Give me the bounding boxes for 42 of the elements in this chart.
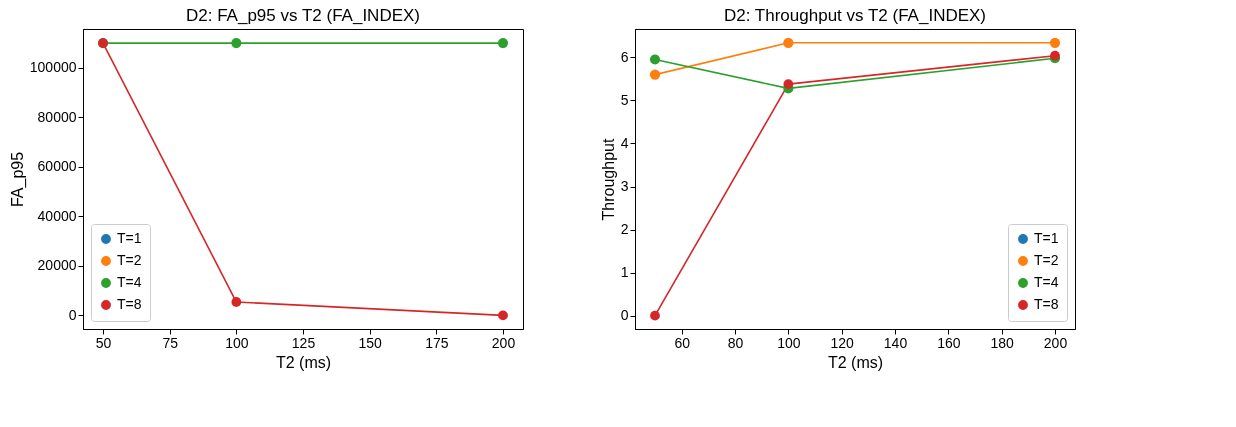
chart-title: D2: Throughput vs T2 (FA_INDEX): [723, 6, 987, 25]
y-tick-label: 4: [620, 134, 629, 151]
y-tick-label: 0: [68, 306, 77, 323]
y-tick-label: 40000: [37, 207, 77, 224]
x-tick-label: 100: [225, 334, 249, 351]
legend-label: T=8: [1034, 296, 1059, 312]
x-axis-title: T2 (ms): [275, 353, 332, 371]
x-tick-label: 180: [990, 334, 1015, 351]
x-tick-label: 120: [830, 334, 855, 351]
legend-label: T=2: [117, 252, 142, 268]
x-tick-label: 100: [777, 334, 801, 351]
x-tick-label: 140: [883, 334, 908, 351]
x-tick-label: 175: [425, 334, 449, 351]
x-axis-title: T2 (ms): [827, 353, 884, 371]
legend-label: T=1: [1034, 230, 1059, 246]
y-tick-label: 0: [620, 307, 629, 324]
legend-label: T=4: [1034, 274, 1059, 290]
x-tick-label: 200: [1043, 334, 1068, 351]
y-tick-label: 2: [620, 221, 629, 238]
x-tick-label: 80: [727, 334, 744, 351]
legend-label: T=8: [117, 296, 142, 312]
y-tick-label: 80000: [37, 108, 77, 125]
x-tick-label: 60: [674, 334, 691, 351]
y-tick-label: 6: [620, 48, 629, 65]
legend-label: T=1: [117, 230, 142, 246]
y-tick-label: 5: [620, 91, 629, 108]
legend-label: T=2: [1034, 252, 1059, 268]
y-axis-title: FA_p95: [8, 151, 27, 208]
x-tick-label: 125: [291, 334, 316, 351]
y-axis-title: Throughput: [599, 138, 617, 221]
x-tick-label: 150: [358, 334, 383, 351]
y-tick-label: 100000: [29, 59, 77, 76]
x-tick-label: 50: [95, 334, 112, 351]
x-tick-label: 75: [162, 334, 179, 351]
x-tick-label: 200: [491, 334, 516, 351]
x-tick-label: 160: [937, 334, 961, 351]
y-tick-label: 20000: [37, 257, 77, 274]
y-tick-label: 1: [620, 264, 629, 281]
chart-title: D2: FA_p95 vs T2 (FA_INDEX): [186, 6, 420, 25]
y-tick-label: 3: [620, 178, 629, 195]
legend-label: T=4: [117, 274, 142, 290]
y-tick-label: 60000: [37, 158, 77, 175]
